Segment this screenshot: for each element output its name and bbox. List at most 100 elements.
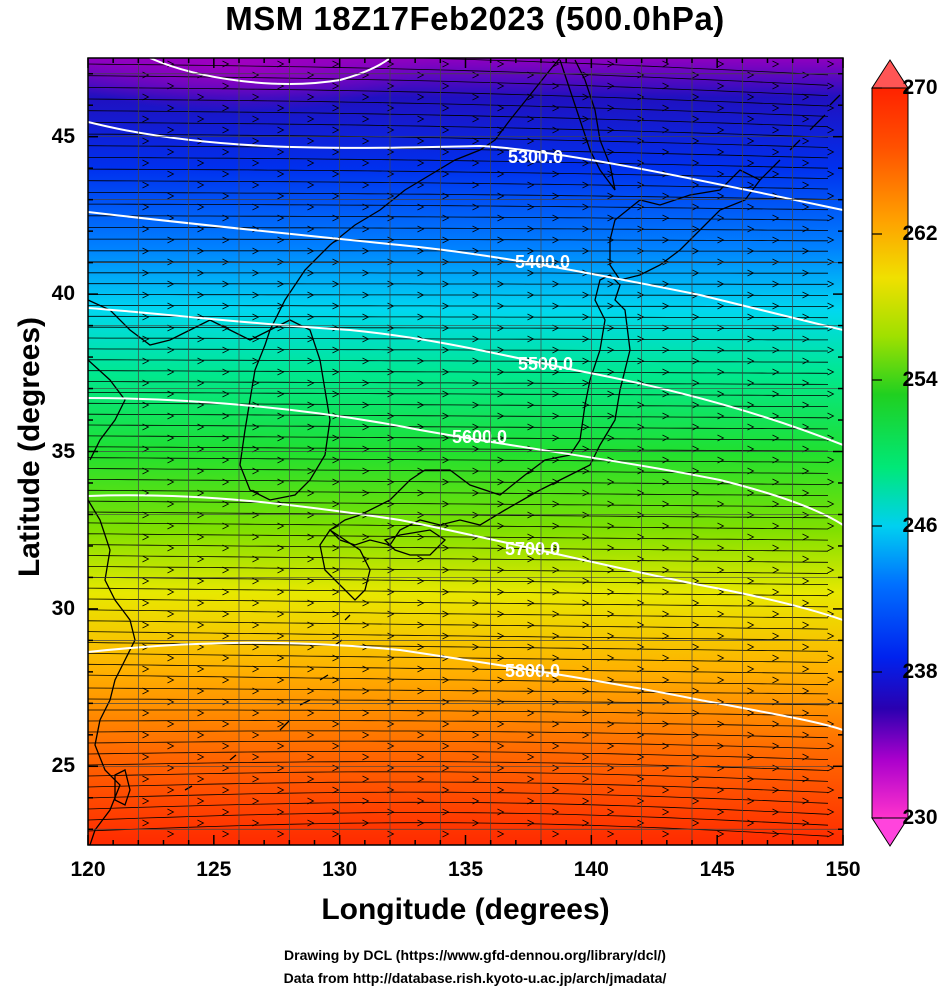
wind-arrowhead <box>747 247 755 255</box>
wind-arrowhead <box>552 566 560 574</box>
wind-arrowhead <box>827 346 835 354</box>
wind-streamline <box>88 791 829 804</box>
wind-arrowhead <box>252 731 260 739</box>
wind-arrowhead <box>142 137 150 145</box>
y-tick-label: 30 <box>51 596 75 620</box>
wind-arrowhead <box>417 313 425 321</box>
wind-arrowhead <box>142 709 150 717</box>
wind-arrowhead <box>527 159 535 167</box>
wind-streamline <box>88 283 828 285</box>
wind-arrowhead <box>362 401 370 409</box>
wind-arrowhead <box>772 412 780 420</box>
wind-arrowhead <box>717 456 725 464</box>
wind-arrowhead <box>692 643 700 651</box>
wind-arrowhead <box>307 423 315 431</box>
wind-arrowhead <box>167 720 175 728</box>
wind-arrowhead <box>497 676 505 684</box>
wind-arrowhead <box>637 643 645 651</box>
wind-arrowhead <box>277 654 285 662</box>
wind-streamline <box>88 370 829 374</box>
wind-arrowhead <box>607 82 615 90</box>
wind-arrowhead <box>747 621 755 629</box>
wind-arrowhead <box>527 71 535 79</box>
wind-arrowhead <box>387 830 395 838</box>
wind-arrowhead <box>197 533 205 541</box>
wind-arrowhead <box>417 379 425 387</box>
wind-arrowhead <box>802 775 810 783</box>
wind-arrowhead <box>802 159 810 167</box>
wind-arrowhead <box>142 159 150 167</box>
wind-arrowhead <box>772 324 780 332</box>
wind-arrowhead <box>442 258 450 266</box>
wind-arrowhead <box>692 379 700 387</box>
wind-arrowhead <box>277 104 285 112</box>
wind-arrowhead <box>277 302 285 310</box>
wind-arrowhead <box>167 434 175 442</box>
wind-arrowhead <box>582 687 590 695</box>
wind-streamline <box>88 801 829 815</box>
wind-streamline <box>88 489 829 496</box>
wind-arrowhead <box>197 555 205 563</box>
wind-arrowhead <box>442 104 450 112</box>
wind-arrowhead <box>692 533 700 541</box>
wind-arrowhead <box>802 203 810 211</box>
wind-arrowhead <box>167 632 175 640</box>
wind-arrowhead <box>197 709 205 717</box>
wind-arrowhead <box>552 390 560 398</box>
wind-arrowhead <box>417 797 425 805</box>
wind-arrowhead <box>252 709 260 717</box>
wind-arrowhead <box>417 489 425 497</box>
wind-arrowhead <box>802 665 810 673</box>
wind-arrowhead <box>692 423 700 431</box>
wind-arrowhead <box>552 698 560 706</box>
wind-arrowhead <box>527 335 535 343</box>
wind-arrowhead <box>362 731 370 739</box>
wind-arrowhead <box>142 555 150 563</box>
wind-arrowhead <box>747 137 755 145</box>
wind-arrowhead <box>827 302 835 310</box>
wind-arrowhead <box>167 742 175 750</box>
x-tick-label: 140 <box>573 858 609 881</box>
wind-streamline <box>88 326 828 330</box>
wind-arrowhead <box>222 456 230 464</box>
wind-arrowhead <box>802 71 810 79</box>
wind-arrowhead <box>527 533 535 541</box>
wind-arrowhead <box>307 665 315 673</box>
wind-arrowhead <box>222 346 230 354</box>
wind-arrowhead <box>637 489 645 497</box>
wind-arrowhead <box>142 577 150 585</box>
wind-arrowhead <box>637 203 645 211</box>
wind-arrowhead <box>252 137 260 145</box>
wind-arrowhead <box>527 621 535 629</box>
wind-arrowhead <box>142 599 150 607</box>
wind-arrowhead <box>252 115 260 123</box>
wind-arrowhead <box>197 313 205 321</box>
wind-arrowhead <box>472 71 480 79</box>
wind-arrowhead <box>692 181 700 189</box>
wind-arrowhead <box>277 280 285 288</box>
wind-arrowhead <box>747 181 755 189</box>
wind-arrowhead <box>332 610 340 618</box>
colorbar-top-arrow <box>871 59 909 89</box>
wind-arrowhead <box>472 665 480 673</box>
wind-arrowhead <box>552 742 560 750</box>
wind-arrowhead <box>387 676 395 684</box>
wind-arrowhead <box>417 181 425 189</box>
wind-arrowhead <box>197 247 205 255</box>
wind-arrowhead <box>387 126 395 134</box>
wind-arrowhead <box>362 181 370 189</box>
wind-arrowhead <box>637 577 645 585</box>
wind-arrowhead <box>552 522 560 530</box>
wind-arrowhead <box>717 82 725 90</box>
wind-arrowhead <box>497 808 505 816</box>
wind-arrowhead <box>582 225 590 233</box>
wind-arrowhead <box>167 390 175 398</box>
wind-streamline <box>88 500 829 508</box>
wind-arrowhead <box>332 258 340 266</box>
wind-arrowhead <box>332 500 340 508</box>
wind-arrowhead <box>252 555 260 563</box>
wind-arrowhead <box>582 93 590 101</box>
wind-arrowhead <box>717 170 725 178</box>
wind-arrowhead <box>582 335 590 343</box>
wind-arrowhead <box>442 346 450 354</box>
